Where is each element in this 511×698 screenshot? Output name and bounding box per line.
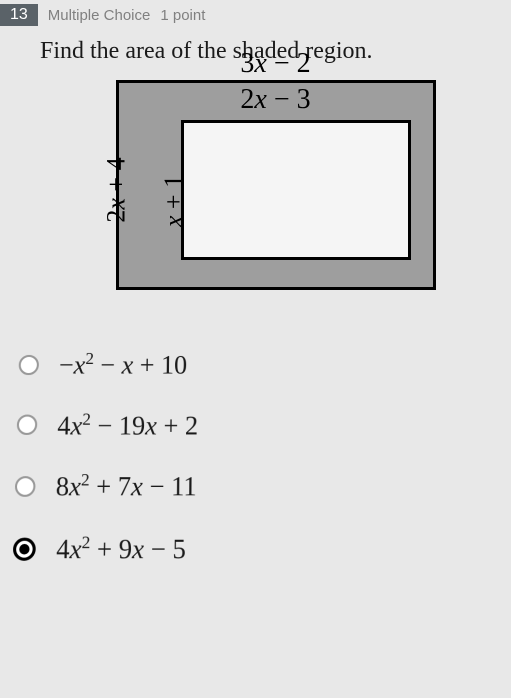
option-b[interactable]: 4x2 − 19x + 2 (16, 395, 511, 456)
answer-options: −x2 − x + 10 4x2 − 19x + 2 8x2 + 7x − 11… (0, 325, 511, 581)
outer-height-label: 2x + 4 (101, 157, 131, 222)
option-c-text: 8x2 + 7x − 11 (55, 470, 196, 503)
question-type: Multiple Choice (48, 7, 151, 24)
question-number: 13 (0, 4, 38, 26)
option-c[interactable]: 8x2 + 7x − 11 (14, 456, 511, 518)
option-a-text: −x2 − x + 10 (59, 349, 188, 381)
figure-container: 3x − 2 2x − 3 2x + 4 x + 1 (0, 75, 511, 325)
option-b-text: 4x2 − 19x + 2 (57, 409, 198, 441)
option-d[interactable]: 4x2 + 9x − 5 (12, 518, 511, 581)
question-header: 13 Multiple Choice 1 point (0, 0, 511, 30)
radio-b[interactable] (17, 415, 38, 435)
option-a[interactable]: −x2 − x + 10 (18, 335, 511, 395)
shaded-region-figure: 3x − 2 2x − 3 2x + 4 x + 1 (116, 80, 436, 300)
inner-height-label: x + 1 (159, 175, 189, 227)
inner-rectangle (181, 120, 411, 260)
radio-a[interactable] (18, 355, 39, 375)
option-d-text: 4x2 + 9x − 5 (56, 532, 186, 565)
outer-width-label: 3x − 2 (240, 48, 310, 80)
radio-c[interactable] (15, 476, 36, 497)
radio-d[interactable] (13, 537, 36, 560)
question-points: 1 point (160, 7, 205, 24)
inner-width-label: 2x − 3 (240, 84, 310, 116)
